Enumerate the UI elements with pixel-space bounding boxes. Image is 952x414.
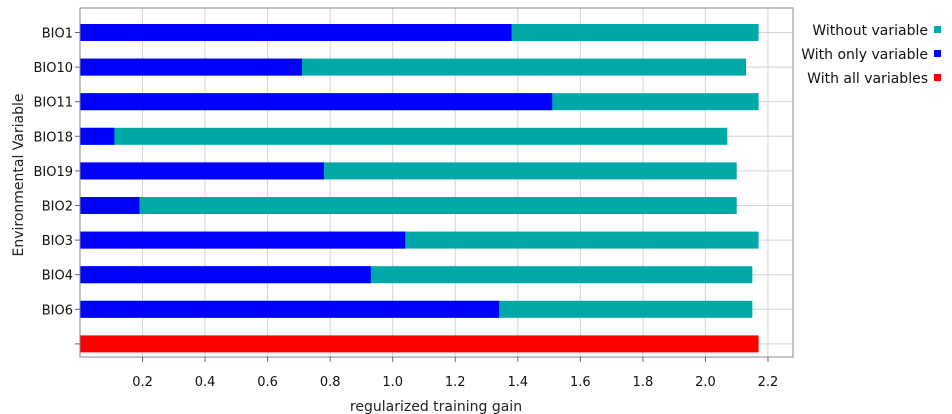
legend-swatch: [934, 50, 941, 57]
bar-with-only-variable: [80, 231, 406, 249]
x-tick-label: 2.2: [758, 375, 779, 390]
x-tick-label: 0.2: [132, 375, 153, 390]
bars: [80, 24, 759, 353]
y-tick-label: BIO19: [33, 165, 73, 180]
x-tick-label: 1.0: [382, 375, 403, 390]
x-tick-label: 0.4: [195, 375, 216, 390]
bar-with-only-variable: [80, 197, 140, 214]
x-tick-label: 1.6: [570, 375, 591, 390]
x-axis-title: regularized training gain: [350, 399, 522, 414]
legend-label: With only variable: [801, 47, 928, 63]
bar-with-only-variable: [80, 24, 512, 41]
y-tick-label: BIO18: [33, 130, 73, 145]
plot-frame: [79, 7, 794, 358]
x-tick-label: 1.2: [445, 375, 466, 390]
legend-label: Without variable: [812, 23, 928, 39]
x-axis-ticks: 0.2 0.4 0.6 0.8 1.0 1.2 1.4 1.6 1.8 2.0 2.2: [132, 357, 778, 390]
bar-without-variable: [80, 127, 728, 145]
x-tick-label: 2.0: [695, 375, 716, 390]
bar-with-only-variable: [80, 266, 371, 284]
y-tick-label: BIO3: [42, 234, 73, 249]
y-tick-label: BIO10: [33, 61, 73, 76]
y-tick-label: BIO6: [42, 303, 73, 318]
y-tick-label: BIO1: [42, 27, 73, 42]
bar-without-variable: [80, 197, 737, 214]
bar-with-only-variable: [80, 93, 553, 111]
legend-swatch: [934, 74, 941, 81]
legend-label: With all variables: [807, 71, 928, 87]
x-tick-label: 0.8: [320, 375, 341, 390]
bar-with-only-variable: [80, 300, 500, 318]
y-tick-label: BIO4: [42, 269, 73, 284]
x-tick-label: 1.8: [633, 375, 654, 390]
x-tick-label: 0.6: [257, 375, 278, 390]
bar-with-all-variables: [80, 335, 759, 353]
legend-swatch: [934, 26, 941, 33]
y-tick-label: BIO2: [42, 200, 73, 215]
bar-with-only-variable: [80, 58, 303, 76]
y-axis-tick-labels: BIO1 BIO10 BIO11 BIO18 BIO19 BIO2 BIO3 BIO4 BIO6: [33, 27, 80, 345]
y-axis-title: Environmental Variable: [11, 94, 27, 257]
y-tick-label: BIO11: [33, 96, 73, 111]
legend: Without variable With only variable With a…: [801, 23, 941, 87]
x-tick-label: 1.4: [507, 375, 528, 390]
bar-with-only-variable: [80, 127, 115, 145]
bar-with-only-variable: [80, 162, 324, 180]
